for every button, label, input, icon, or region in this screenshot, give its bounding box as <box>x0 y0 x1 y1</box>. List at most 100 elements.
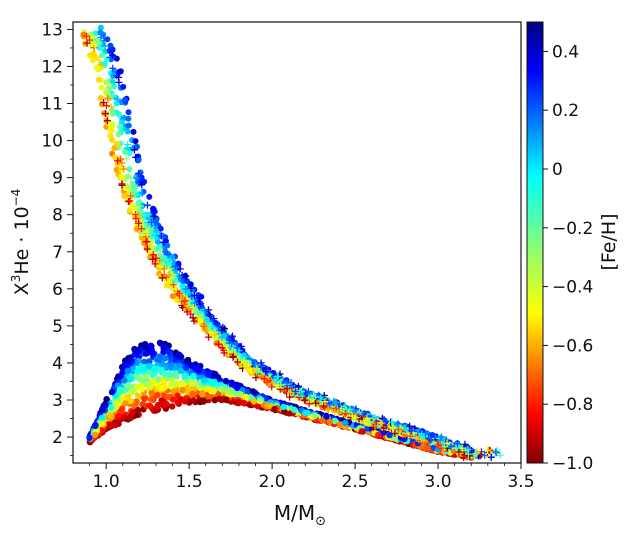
data-point-plus <box>332 405 340 413</box>
y-tick-label-2: 4 <box>52 354 63 374</box>
data-point-plus <box>114 157 122 165</box>
data-point <box>115 131 122 138</box>
data-point-plus <box>105 80 113 88</box>
data-point <box>141 395 148 402</box>
data-point <box>197 317 204 324</box>
data-point-plus <box>90 44 98 52</box>
data-point <box>164 393 172 401</box>
data-point-plus <box>202 326 210 334</box>
data-point <box>150 365 158 373</box>
data-point <box>424 445 431 452</box>
data-point <box>98 84 105 91</box>
data-point <box>195 367 202 374</box>
data-point <box>155 376 162 383</box>
data-point <box>123 361 130 369</box>
data-point <box>113 166 120 173</box>
data-point <box>141 343 148 350</box>
data-point-plus <box>108 92 116 100</box>
data-point <box>134 392 142 400</box>
data-point-plus <box>234 358 242 366</box>
data-point <box>135 365 143 372</box>
data-point-plus <box>150 212 158 220</box>
data-point-plus <box>464 446 472 454</box>
data-point <box>168 377 175 384</box>
data-point-plus <box>107 103 115 111</box>
data-point-plus <box>306 390 314 398</box>
data-point <box>116 68 123 75</box>
data-point-plus <box>215 340 223 348</box>
data-point <box>163 400 170 407</box>
data-point <box>107 412 114 419</box>
data-point <box>103 396 110 403</box>
data-point-plus <box>229 352 237 360</box>
y-tick-label-1: 3 <box>52 391 63 411</box>
data-point-plus <box>103 117 111 125</box>
x-tick-label-1: 1.5 <box>176 472 203 492</box>
data-point-plus <box>132 215 140 223</box>
data-point <box>136 375 143 383</box>
data-point-plus <box>130 146 138 154</box>
data-point-plus <box>127 192 135 200</box>
data-point <box>223 396 230 403</box>
data-point <box>125 122 132 129</box>
data-point <box>124 393 132 401</box>
y-tick-label-7: 9 <box>52 169 63 189</box>
data-point <box>212 334 219 341</box>
data-point <box>125 109 132 116</box>
data-point <box>148 390 156 397</box>
data-point <box>156 356 163 364</box>
data-point-plus <box>283 385 291 393</box>
data-point <box>92 431 99 438</box>
data-point <box>117 408 124 415</box>
data-point <box>121 192 128 199</box>
data-point <box>107 422 114 429</box>
y-tick-label-9: 11 <box>41 95 63 115</box>
data-point-plus <box>487 453 495 461</box>
data-point <box>169 396 177 403</box>
data-point-plus <box>436 436 444 444</box>
data-point <box>197 384 204 392</box>
data-point <box>208 331 214 338</box>
data-point-plus <box>172 285 180 293</box>
data-point <box>237 391 244 398</box>
data-point-plus <box>104 94 112 102</box>
data-point-plus <box>263 378 271 386</box>
data-point <box>143 245 150 252</box>
data-point-plus <box>321 398 329 406</box>
data-point-plus <box>437 433 445 441</box>
data-point-plus <box>151 260 159 268</box>
data-point-plus <box>109 64 117 72</box>
data-point <box>160 344 167 352</box>
data-point <box>109 79 116 86</box>
data-point <box>218 386 225 393</box>
data-point-plus <box>277 381 285 389</box>
data-point-plus <box>425 434 433 442</box>
data-point-plus <box>187 284 195 292</box>
data-point <box>286 410 293 417</box>
data-point <box>160 377 167 384</box>
data-point <box>201 377 208 384</box>
data-point-plus <box>369 423 377 431</box>
y-tick-label-6: 8 <box>52 206 63 226</box>
data-point-plus <box>305 400 313 408</box>
data-point-plus <box>189 314 197 322</box>
colorbar-label: [Fe/H] <box>598 213 620 270</box>
data-point-plus <box>348 412 356 420</box>
data-point <box>205 371 212 378</box>
data-point <box>177 367 185 374</box>
data-point-plus <box>127 174 135 182</box>
data-point <box>189 390 196 398</box>
data-point-plus <box>83 32 91 40</box>
data-point-plus <box>447 443 455 451</box>
data-point <box>172 268 179 275</box>
data-point-plus <box>197 300 205 308</box>
data-point-plus <box>156 246 164 254</box>
data-point <box>176 351 183 358</box>
data-point <box>169 403 176 410</box>
data-point <box>166 280 173 287</box>
data-point-plus <box>191 299 199 307</box>
data-point-plus <box>235 347 243 355</box>
data-point-plus <box>126 197 134 205</box>
data-point <box>247 394 254 401</box>
